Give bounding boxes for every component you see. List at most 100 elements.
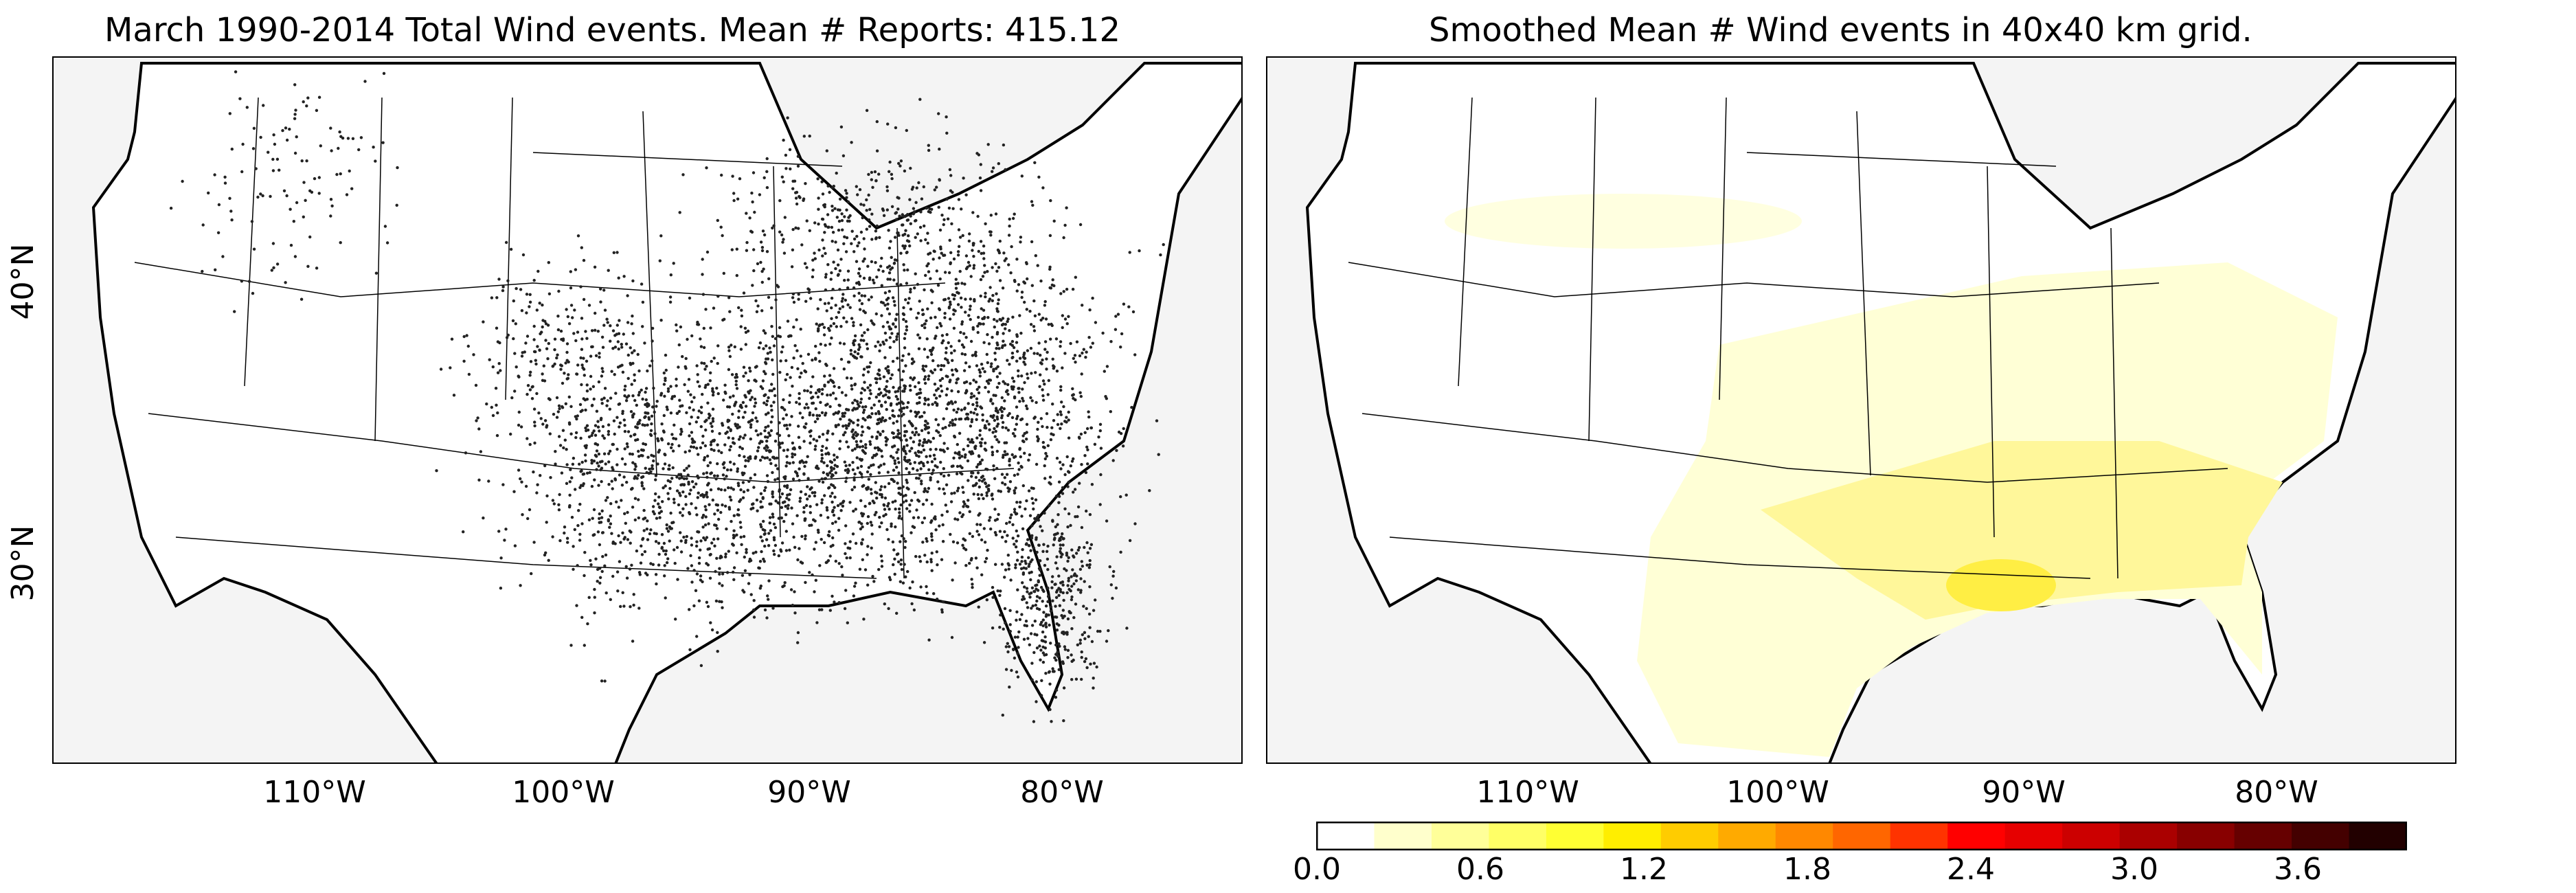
report-dot [1020,295,1024,299]
report-dot [1030,524,1034,528]
report-dot [886,278,890,281]
report-dot [866,347,870,350]
report-dot [607,460,611,464]
report-dot [705,454,710,458]
report-dot [827,225,831,229]
report-dot [791,385,794,388]
report-dot [747,479,751,483]
report-dot [640,482,644,485]
report-dot [1051,357,1054,361]
report-dot [631,453,634,456]
report-dot [1036,435,1039,438]
report-dot [600,679,604,683]
report-dot [684,357,688,361]
report-dot [1010,343,1015,347]
report-dot [1074,579,1078,583]
report-dot [667,497,670,501]
report-dot [903,269,906,272]
report-dot [934,315,937,319]
colorbar-cell [1489,822,1547,850]
report-dot [773,440,778,443]
report-dot [941,523,945,527]
report-dot [1055,456,1059,460]
report-dot [835,325,839,328]
report-dot [1162,242,1165,247]
report-dot [580,337,584,341]
us-land [91,62,1243,764]
report-dot [711,420,715,423]
report-dot [972,394,976,398]
report-dot [658,516,662,519]
report-dot [947,305,951,309]
report-dot [897,234,901,237]
report-dot [1023,431,1026,436]
report-dot [1092,677,1095,680]
report-dot [927,638,931,642]
report-dot [845,556,848,560]
report-dot [977,533,981,536]
report-dot [878,493,882,496]
report-dot [903,387,907,390]
report-dot [1015,359,1019,363]
report-dot [808,411,812,415]
report-dot [679,494,682,497]
report-dot [786,448,789,452]
report-dot [666,492,670,495]
report-dot [908,449,912,453]
report-dot [904,575,907,578]
report-dot [932,453,936,457]
report-dot [991,166,995,170]
report-dot [655,517,659,520]
report-dot [1032,507,1035,511]
report-dot [962,546,966,550]
report-dot [831,205,834,208]
report-dot [781,345,784,349]
report-dot [619,604,622,609]
report-dot [1105,365,1109,368]
report-dot [515,365,518,369]
report-dot [905,325,909,328]
report-dot [953,434,956,438]
report-dot [670,442,674,447]
report-dot [739,348,743,351]
report-dot [973,407,978,411]
report-dot [689,488,692,492]
report-dot [845,192,848,195]
report-dot [633,433,636,437]
report-dot [1013,508,1017,511]
report-dot [267,150,270,154]
report-dot [908,586,912,590]
report-dot [506,333,510,337]
report-dot [1054,596,1059,599]
report-dot [926,241,929,245]
report-dot [497,278,501,281]
report-dot [996,302,1000,306]
report-dot [241,142,245,146]
report-dot [1030,624,1035,627]
report-dot [1032,299,1036,303]
report-dot [968,365,971,369]
report-dot [250,220,254,223]
report-dot [872,580,876,583]
report-dot [940,610,944,614]
report-dot [1008,516,1013,519]
report-dot [517,410,521,414]
report-dot [918,299,921,303]
report-dot [1059,581,1063,585]
report-dot [1044,317,1048,321]
report-dot [1094,321,1098,324]
report-dot [756,509,759,512]
report-dot [815,621,819,624]
report-dot [852,594,856,598]
report-dot [791,477,795,481]
report-dot [234,70,238,74]
report-dot [904,298,907,302]
report-dot [1059,547,1063,550]
report-dot [828,471,832,475]
report-dot [769,404,773,408]
report-dot [1008,464,1011,467]
report-dot [907,234,910,238]
report-dot [934,464,937,468]
report-dot [221,255,225,258]
report-dot [781,585,784,589]
